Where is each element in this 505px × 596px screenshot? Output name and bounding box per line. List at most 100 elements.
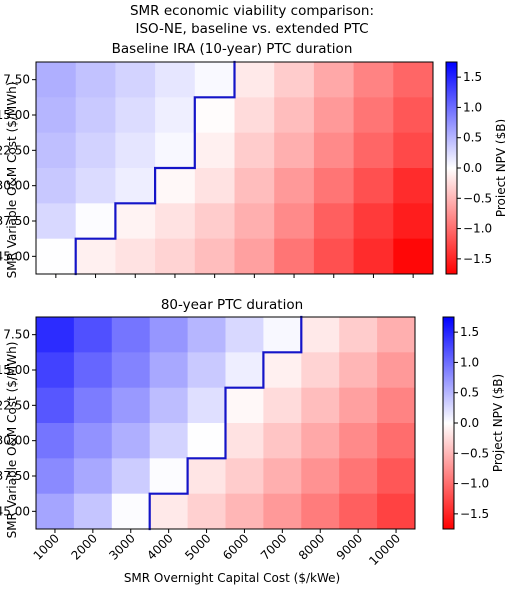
y-tick-label: 45.00 — [0, 249, 30, 263]
heatmap-cell — [225, 458, 264, 495]
heatmap-cell — [36, 423, 75, 459]
heatmap-cell — [187, 387, 226, 424]
heatmap-cell — [194, 62, 235, 98]
colorbar-tick-label: −1.0 — [463, 222, 492, 236]
heatmap-cell — [274, 132, 315, 169]
colorbar-tick-label: −1.5 — [460, 507, 489, 521]
heatmap-cell — [155, 132, 196, 169]
heatmap-cell — [339, 387, 378, 424]
heatmap-cell — [313, 132, 355, 169]
y-tick-label: 45.00 — [0, 504, 30, 518]
heatmap-cell — [115, 168, 156, 204]
heatmap-cell — [149, 493, 189, 530]
panel1-title: Baseline IRA (10-year) PTC duration — [112, 41, 353, 57]
heatmap-cell — [73, 387, 113, 424]
npv-zero-boundary — [148, 315, 303, 531]
heatmap-cell — [36, 62, 77, 98]
heatmap-cell — [353, 132, 394, 169]
heatmap-cell — [353, 97, 394, 134]
x-tick-label: 9000 — [334, 531, 365, 562]
heatmap-cell — [73, 317, 113, 353]
heatmap-cell — [115, 203, 156, 240]
y-axis-label-upper: SMR Variable O&M Cost ($/MWh) — [5, 82, 19, 279]
x-tick-label: 7000 — [258, 531, 289, 562]
heatmap-cell — [339, 352, 378, 389]
heatmap-cell — [339, 317, 378, 353]
heatmap-cell — [393, 97, 434, 134]
heatmap-cell — [377, 387, 416, 424]
heatmap-cell — [194, 238, 235, 275]
heatmap-cell — [353, 168, 394, 204]
heatmap-cell — [225, 317, 264, 353]
heatmap-cell — [393, 238, 434, 275]
heatmap-cell — [225, 387, 264, 424]
heatmap-cell — [149, 317, 189, 353]
heatmap-cell — [274, 97, 315, 134]
heatmap-cell — [393, 168, 434, 204]
heatmap-cell — [155, 168, 196, 204]
heatmap-cell — [194, 97, 235, 134]
heatmap-cell — [73, 493, 113, 530]
heatmap-cell — [263, 423, 302, 459]
heatmap-cell — [313, 238, 355, 275]
colorbar-label: Project NPV ($B) — [491, 374, 505, 472]
y-axis-label-lower: SMR Variable O&M Cost ($/MWh) — [5, 342, 19, 539]
colorbar-tick-label: −1.5 — [463, 252, 492, 266]
x-tick-label: 3000 — [106, 531, 137, 562]
heatmap-cell — [274, 203, 315, 240]
heatmap-cell — [301, 387, 340, 424]
figure-suptitle-line2: ISO-NE, baseline vs. extended PTC — [135, 21, 368, 37]
heatmap-cell — [301, 493, 340, 530]
heatmap-cell — [36, 458, 75, 495]
panel2-title: 80-year PTC duration — [161, 297, 303, 313]
x-tick-label: 10000 — [366, 531, 403, 568]
npv-zero-boundary — [74, 60, 236, 276]
colorbar-tick-label: 1.0 — [463, 100, 482, 114]
heatmap-cell — [75, 238, 116, 275]
heatmap-cell — [187, 423, 226, 459]
heatmap-cell — [155, 97, 196, 134]
heatmap-cell — [339, 458, 378, 495]
heatmap-cell — [377, 352, 416, 389]
heatmap-cell — [263, 493, 302, 530]
heatmap-cell — [75, 203, 116, 240]
heatmap-cell — [234, 203, 275, 240]
heatmap-cell — [187, 458, 226, 495]
heatmap-cell — [301, 317, 340, 353]
heatmap-cell — [149, 387, 189, 424]
heatmap-cell — [111, 387, 151, 424]
heatmap-cell — [111, 317, 151, 353]
heatmap-cell — [36, 317, 75, 353]
heatmap-cell — [115, 62, 156, 98]
heatmap-cell — [263, 458, 302, 495]
colorbar-tick-label: −0.5 — [463, 191, 492, 205]
heatmap-cell — [313, 168, 355, 204]
heatmap-cell — [377, 493, 416, 530]
heatmap-cell — [36, 132, 77, 169]
colorbar-tick-label: 0.0 — [460, 416, 479, 430]
heatmap-cell — [75, 62, 116, 98]
heatmap-cell — [75, 168, 116, 204]
heatmap-cell — [274, 62, 315, 98]
heatmap-cell — [339, 493, 378, 530]
heatmap-cell — [115, 238, 156, 275]
heatmap-cell — [353, 238, 394, 275]
heatmap-cell — [194, 203, 235, 240]
x-axis-label: SMR Overnight Capital Cost ($/kWe) — [124, 571, 340, 585]
heatmap-cell — [377, 458, 416, 495]
heatmap-cell — [111, 458, 151, 495]
heatmap-cell — [75, 132, 116, 169]
heatmap-cell — [73, 423, 113, 459]
heatmap-cell — [36, 238, 77, 275]
heatmap-cell — [263, 352, 302, 389]
y-tick-label: 7.50 — [3, 328, 30, 342]
heatmap-cell — [36, 352, 75, 389]
heatmap-cell — [313, 203, 355, 240]
heatmap-cell — [274, 168, 315, 204]
y-tick-label: 22.50 — [0, 398, 30, 412]
heatmap-cell — [149, 458, 189, 495]
heatmap-cell — [274, 238, 315, 275]
heatmap-cell — [393, 132, 434, 169]
x-tick-label: 8000 — [296, 531, 327, 562]
